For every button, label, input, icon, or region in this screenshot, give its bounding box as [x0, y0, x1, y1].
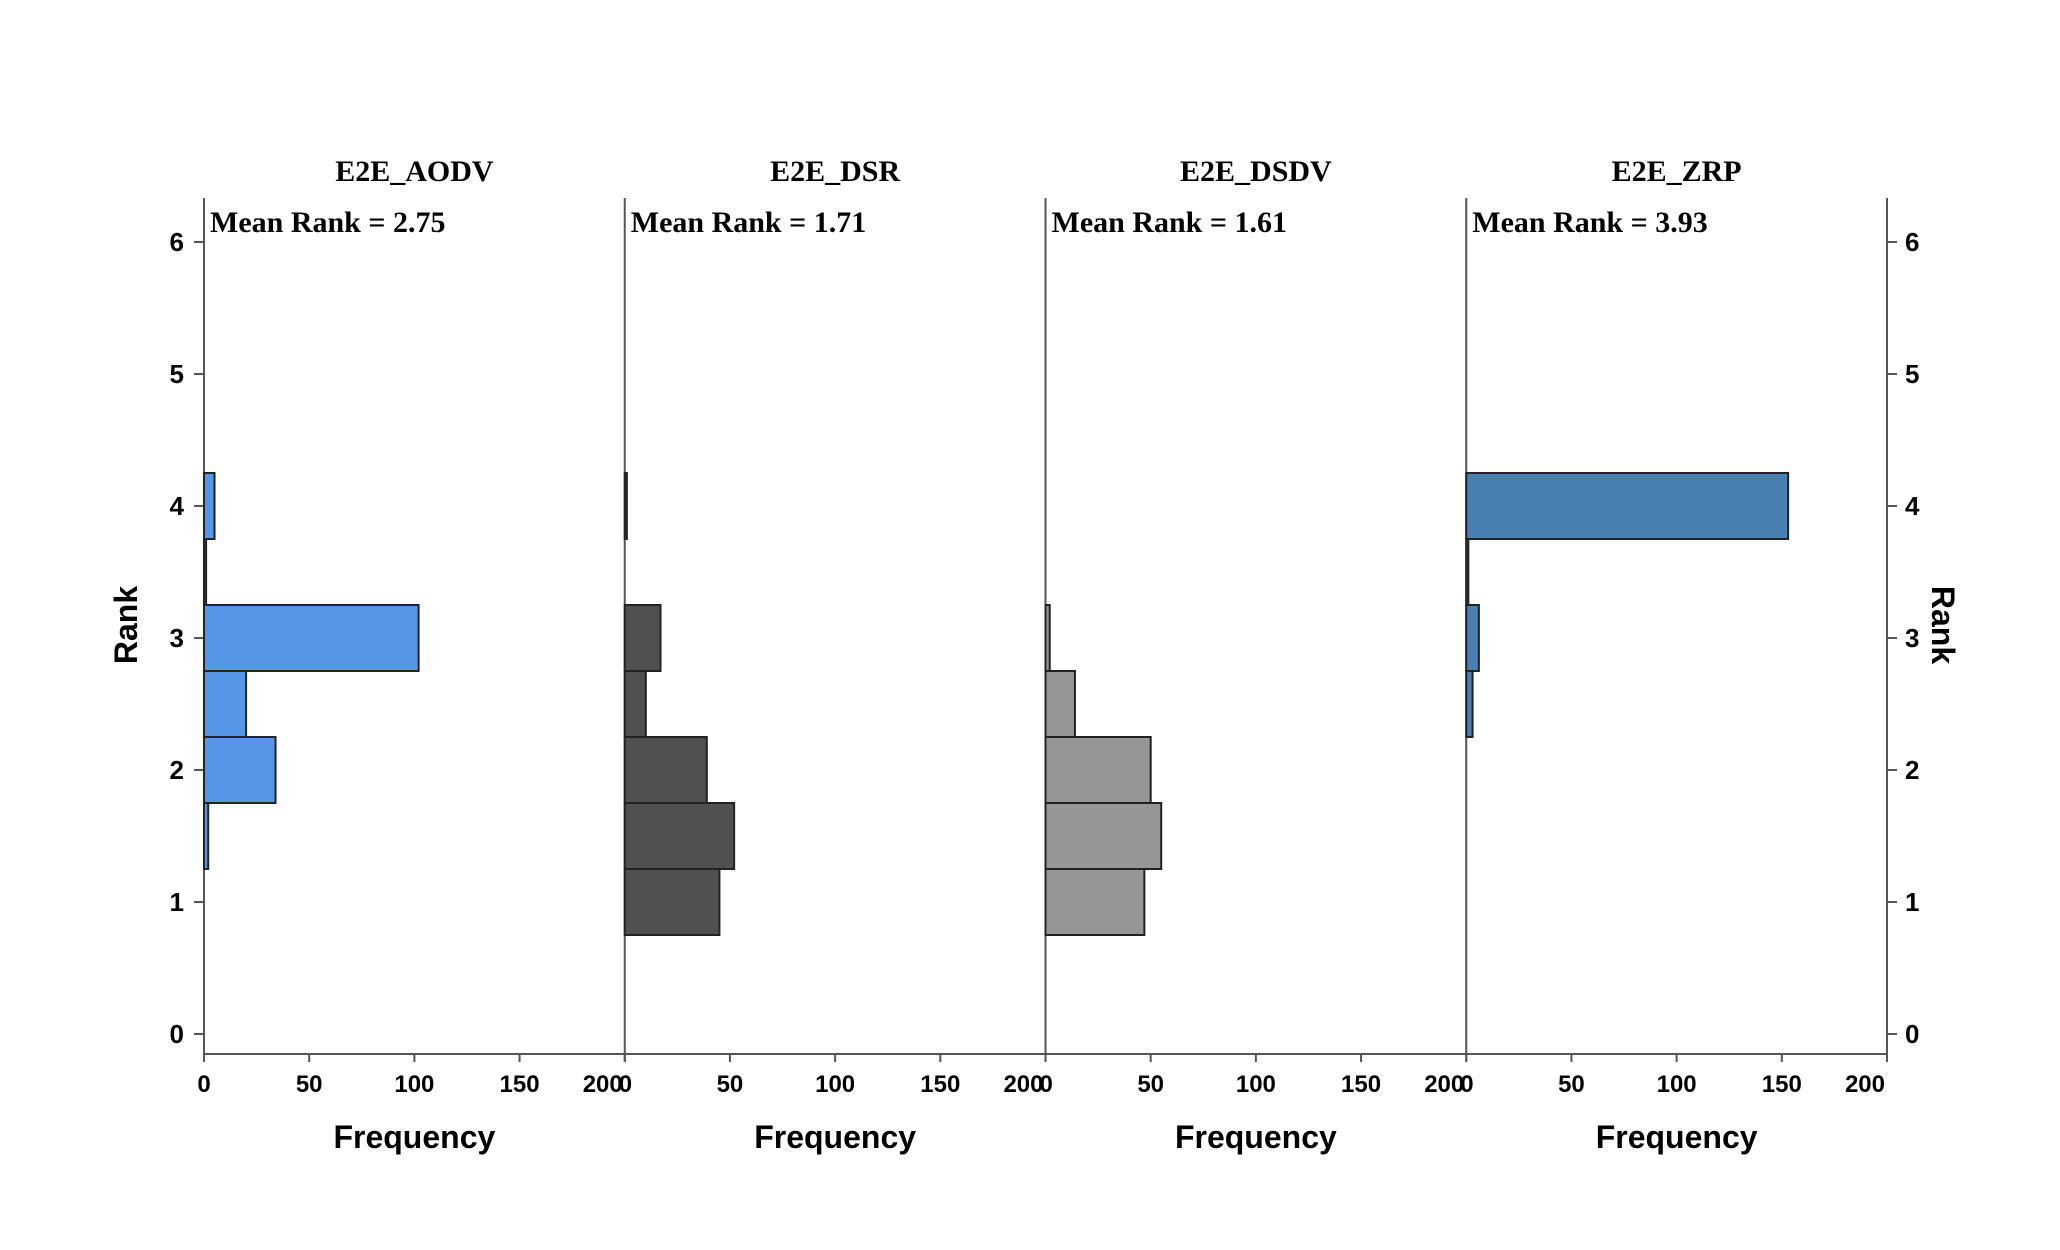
- bar-e2e-dsdv: [1044, 670, 1076, 738]
- x-axis-title: Frequency: [754, 1119, 916, 1155]
- panel-title-e2e-aodv: E2E_AODV: [335, 155, 494, 188]
- x-tick-label: 100: [394, 1071, 434, 1098]
- mean-rank-label-e2e-zrp: Mean Rank = 3.93: [1472, 206, 1707, 239]
- x-tick-label: 150: [920, 1071, 960, 1098]
- bar-e2e-dsr: [623, 604, 662, 672]
- bar-e2e-dsdv: [1044, 868, 1146, 936]
- y-axis-title: Rank: [108, 586, 144, 664]
- bar-e2e-zrp: [1465, 604, 1480, 672]
- y-tick-label: 2: [170, 755, 184, 785]
- y-tick-label-right: 2: [1905, 755, 1919, 785]
- bar-e2e-aodv: [203, 538, 208, 606]
- panel-title-e2e-dsdv: E2E_DSDV: [1180, 155, 1332, 188]
- y-tick-label-right: 3: [1905, 623, 1919, 653]
- x-tick-label: 50: [1558, 1071, 1585, 1098]
- x-tick-label: 200: [1845, 1071, 1885, 1098]
- x-tick-label: 0: [1040, 1071, 1053, 1098]
- bar-e2e-dsdv: [1044, 736, 1152, 804]
- y-tick-label-right: 6: [1905, 227, 1919, 257]
- panel-title-e2e-zrp: E2E_ZRP: [1612, 155, 1742, 188]
- x-tick-label: 100: [1657, 1071, 1697, 1098]
- panel-title-e2e-dsr: E2E_DSR: [770, 155, 900, 188]
- x-tick-label: 200: [1003, 1071, 1043, 1098]
- bar-e2e-dsr: [623, 670, 647, 738]
- y-tick-label-right: 0: [1905, 1019, 1919, 1049]
- bar-e2e-aodv: [203, 472, 216, 540]
- bar-e2e-aodv: [203, 670, 248, 738]
- y-tick-label-right: 1: [1905, 887, 1919, 917]
- y-tick-label: 5: [170, 359, 184, 389]
- bar-e2e-aodv: [203, 736, 277, 804]
- bar-e2e-dsr: [623, 472, 628, 540]
- y-tick-label: 3: [170, 623, 184, 653]
- bar-e2e-dsr: [623, 736, 708, 804]
- x-tick-label: 50: [717, 1071, 744, 1098]
- x-axis-title: Frequency: [333, 1119, 495, 1155]
- y-tick-label-right: 4: [1905, 491, 1920, 521]
- x-tick-label: 150: [1762, 1071, 1802, 1098]
- x-tick-label: 50: [1137, 1071, 1164, 1098]
- x-tick-label: 0: [1460, 1071, 1473, 1098]
- mean-rank-label-e2e-dsdv: Mean Rank = 1.61: [1052, 206, 1287, 239]
- y-axis-title-right: Rank: [1925, 586, 1961, 664]
- mean-rank-label-e2e-aodv: Mean Rank = 2.75: [210, 206, 445, 239]
- y-tick-label: 1: [170, 887, 184, 917]
- bar-e2e-dsdv: [1044, 604, 1051, 672]
- x-tick-label: 150: [1341, 1071, 1381, 1098]
- y-tick-label: 0: [170, 1019, 184, 1049]
- x-tick-label: 100: [1236, 1071, 1276, 1098]
- y-tick-label: 4: [170, 491, 185, 521]
- x-tick-label: 0: [619, 1071, 632, 1098]
- y-tick-label: 6: [170, 227, 184, 257]
- x-tick-label: 200: [1424, 1071, 1464, 1098]
- bar-e2e-dsdv: [1044, 802, 1163, 870]
- bar-e2e-dsr: [623, 868, 721, 936]
- bar-e2e-zrp: [1465, 472, 1790, 540]
- x-tick-label: 100: [815, 1071, 855, 1098]
- x-axis-title: Frequency: [1175, 1119, 1337, 1155]
- mean-rank-label-e2e-dsr: Mean Rank = 1.71: [631, 206, 866, 239]
- bar-e2e-zrp: [1465, 670, 1474, 738]
- x-tick-label: 50: [296, 1071, 323, 1098]
- bar-e2e-aodv: [203, 604, 420, 672]
- bar-e2e-aodv: [203, 802, 210, 870]
- bar-e2e-zrp: [1465, 538, 1470, 606]
- x-axis-title: Frequency: [1596, 1119, 1758, 1155]
- x-tick-label: 0: [197, 1071, 210, 1098]
- x-tick-label: 150: [500, 1071, 540, 1098]
- x-tick-label: 200: [583, 1071, 623, 1098]
- y-tick-label-right: 5: [1905, 359, 1919, 389]
- bar-e2e-dsr: [623, 802, 736, 870]
